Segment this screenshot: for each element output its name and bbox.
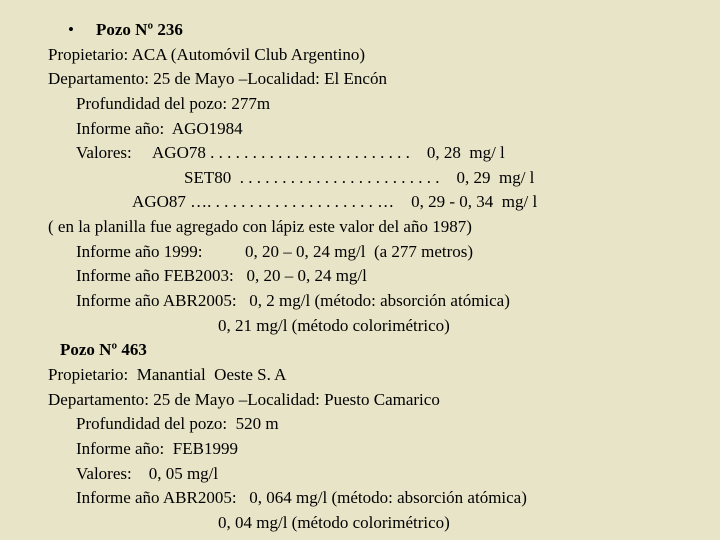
pozo236-informe-2005a: Informe año ABR2005: 0, 2 mg/l (método: …	[48, 289, 720, 314]
pozo236-informe-2003: Informe año FEB2003: 0, 20 – 0, 24 mg/l	[48, 264, 720, 289]
pozo236-profundidad: Profundidad del pozo: 277m	[48, 92, 720, 117]
pozo236-informe-2005b: 0, 21 mg/l (método colorimétrico)	[48, 314, 720, 339]
pozo236-departamento: Departamento: 25 de Mayo –Localidad: El …	[48, 67, 720, 92]
pozo236-informe: Informe año: AGO1984	[48, 117, 720, 142]
pozo463-valores: Valores: 0, 05 mg/l	[48, 462, 720, 487]
pozo463-heading: Pozo Nº 463	[48, 338, 720, 363]
pozo463-departamento: Departamento: 25 de Mayo –Localidad: Pue…	[48, 388, 720, 413]
bullet-dot: •	[48, 18, 96, 43]
pozo236-heading: Pozo Nº 236	[96, 18, 183, 43]
pozo463-profundidad: Profundidad del pozo: 520 m	[48, 412, 720, 437]
pozo236-informe-1999: Informe año 1999: 0, 20 – 0, 24 mg/l (a …	[48, 240, 720, 265]
pozo236-valores-ago87: AGO87 …. . . . . . . . . . . . . . . . .…	[48, 190, 720, 215]
pozo236-planilla-note: ( en la planilla fue agregado con lápiz …	[48, 215, 720, 240]
pozo236-propietario: Propietario: ACA (Automóvil Club Argenti…	[48, 43, 720, 68]
pozo463-informe-2005b: 0, 04 mg/l (método colorimétrico)	[48, 511, 720, 536]
bullet-item-pozo236: • Pozo Nº 236	[48, 18, 720, 43]
pozo463-informe: Informe año: FEB1999	[48, 437, 720, 462]
pozo463-informe-2005a: Informe año ABR2005: 0, 064 mg/l (método…	[48, 486, 720, 511]
document-page: • Pozo Nº 236 Propietario: ACA (Automóvi…	[0, 0, 720, 535]
pozo463-propietario: Propietario: Manantial Oeste S. A	[48, 363, 720, 388]
pozo236-valores-ago78: Valores: AGO78 . . . . . . . . . . . . .…	[48, 141, 720, 166]
pozo236-valores-set80: SET80 . . . . . . . . . . . . . . . . . …	[48, 166, 720, 191]
